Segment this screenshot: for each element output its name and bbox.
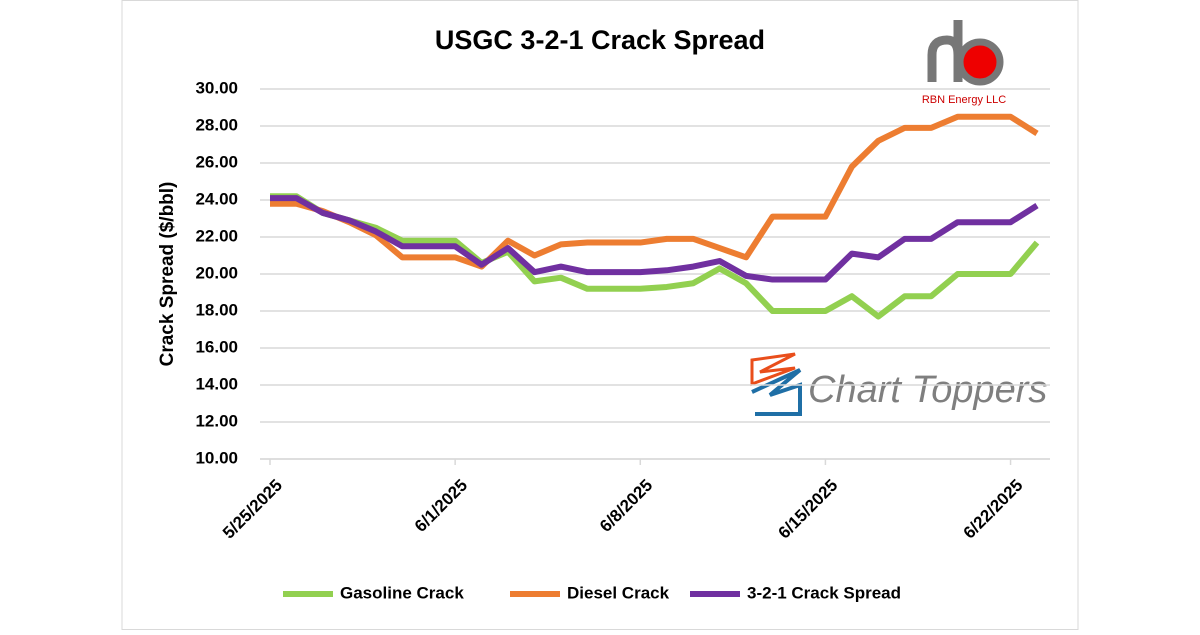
legend-label: Diesel Crack (567, 583, 670, 602)
series-line (270, 113, 1039, 270)
legend-label: Gasoline Crack (340, 583, 464, 602)
y-tick-label: 14.00 (195, 374, 238, 393)
y-tick-label: 26.00 (195, 152, 238, 171)
y-tick-label: 12.00 (195, 411, 238, 430)
legend-label: 3-2-1 Crack Spread (747, 583, 901, 602)
logo-text: RBN Energy LLC (922, 94, 1006, 106)
y-tick-label: 18.00 (195, 300, 238, 319)
y-tick-label: 30.00 (195, 78, 238, 97)
y-tick-label: 16.00 (195, 337, 238, 356)
rbn-logo: RBN Energy LLC (922, 20, 1006, 106)
chart-title: USGC 3-2-1 Crack Spread (435, 25, 765, 55)
y-tick-label: 28.00 (195, 115, 238, 134)
logo-text: Chart Toppers (808, 369, 1047, 411)
series-line (270, 195, 1039, 283)
series-line (270, 193, 1040, 320)
y-tick-label: 24.00 (195, 189, 238, 208)
chart-frame (121, 0, 1079, 630)
y-tick-label: 22.00 (195, 226, 238, 245)
charttoppers-logo: Chart Toppers (750, 352, 1047, 416)
y-tick-label: 10.00 (195, 448, 238, 467)
y-axis-label: Crack Spread ($/bbl) (157, 182, 178, 367)
y-tick-label: 20.00 (195, 263, 238, 282)
